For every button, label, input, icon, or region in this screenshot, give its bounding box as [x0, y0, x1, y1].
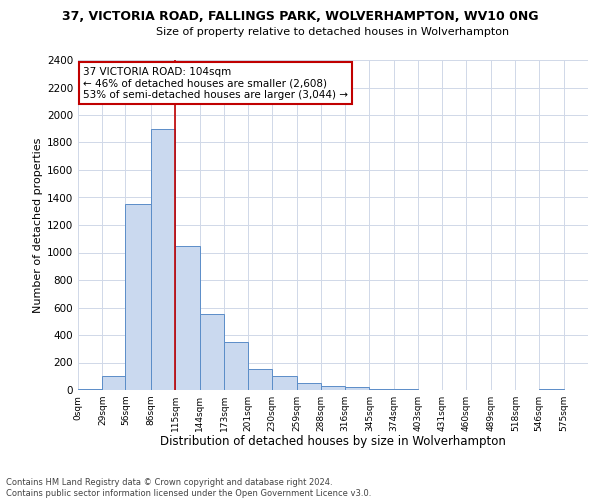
Bar	[151, 128, 175, 390]
Bar	[321, 386, 345, 390]
Bar	[103, 376, 125, 390]
Bar	[175, 246, 200, 390]
Bar	[539, 388, 563, 390]
Bar	[200, 314, 224, 390]
Text: 37, VICTORIA ROAD, FALLINGS PARK, WOLVERHAMPTON, WV10 0NG: 37, VICTORIA ROAD, FALLINGS PARK, WOLVER…	[62, 10, 538, 23]
Bar	[345, 387, 370, 390]
Bar	[296, 383, 321, 390]
Bar	[248, 370, 272, 390]
Title: Size of property relative to detached houses in Wolverhampton: Size of property relative to detached ho…	[157, 27, 509, 37]
Y-axis label: Number of detached properties: Number of detached properties	[33, 138, 43, 312]
Bar	[125, 204, 151, 390]
Bar	[78, 388, 103, 390]
X-axis label: Distribution of detached houses by size in Wolverhampton: Distribution of detached houses by size …	[160, 436, 506, 448]
Text: Contains HM Land Registry data © Crown copyright and database right 2024.
Contai: Contains HM Land Registry data © Crown c…	[6, 478, 371, 498]
Bar	[224, 342, 248, 390]
Bar	[370, 388, 394, 390]
Bar	[272, 376, 296, 390]
Text: 37 VICTORIA ROAD: 104sqm
← 46% of detached houses are smaller (2,608)
53% of sem: 37 VICTORIA ROAD: 104sqm ← 46% of detach…	[83, 66, 348, 100]
